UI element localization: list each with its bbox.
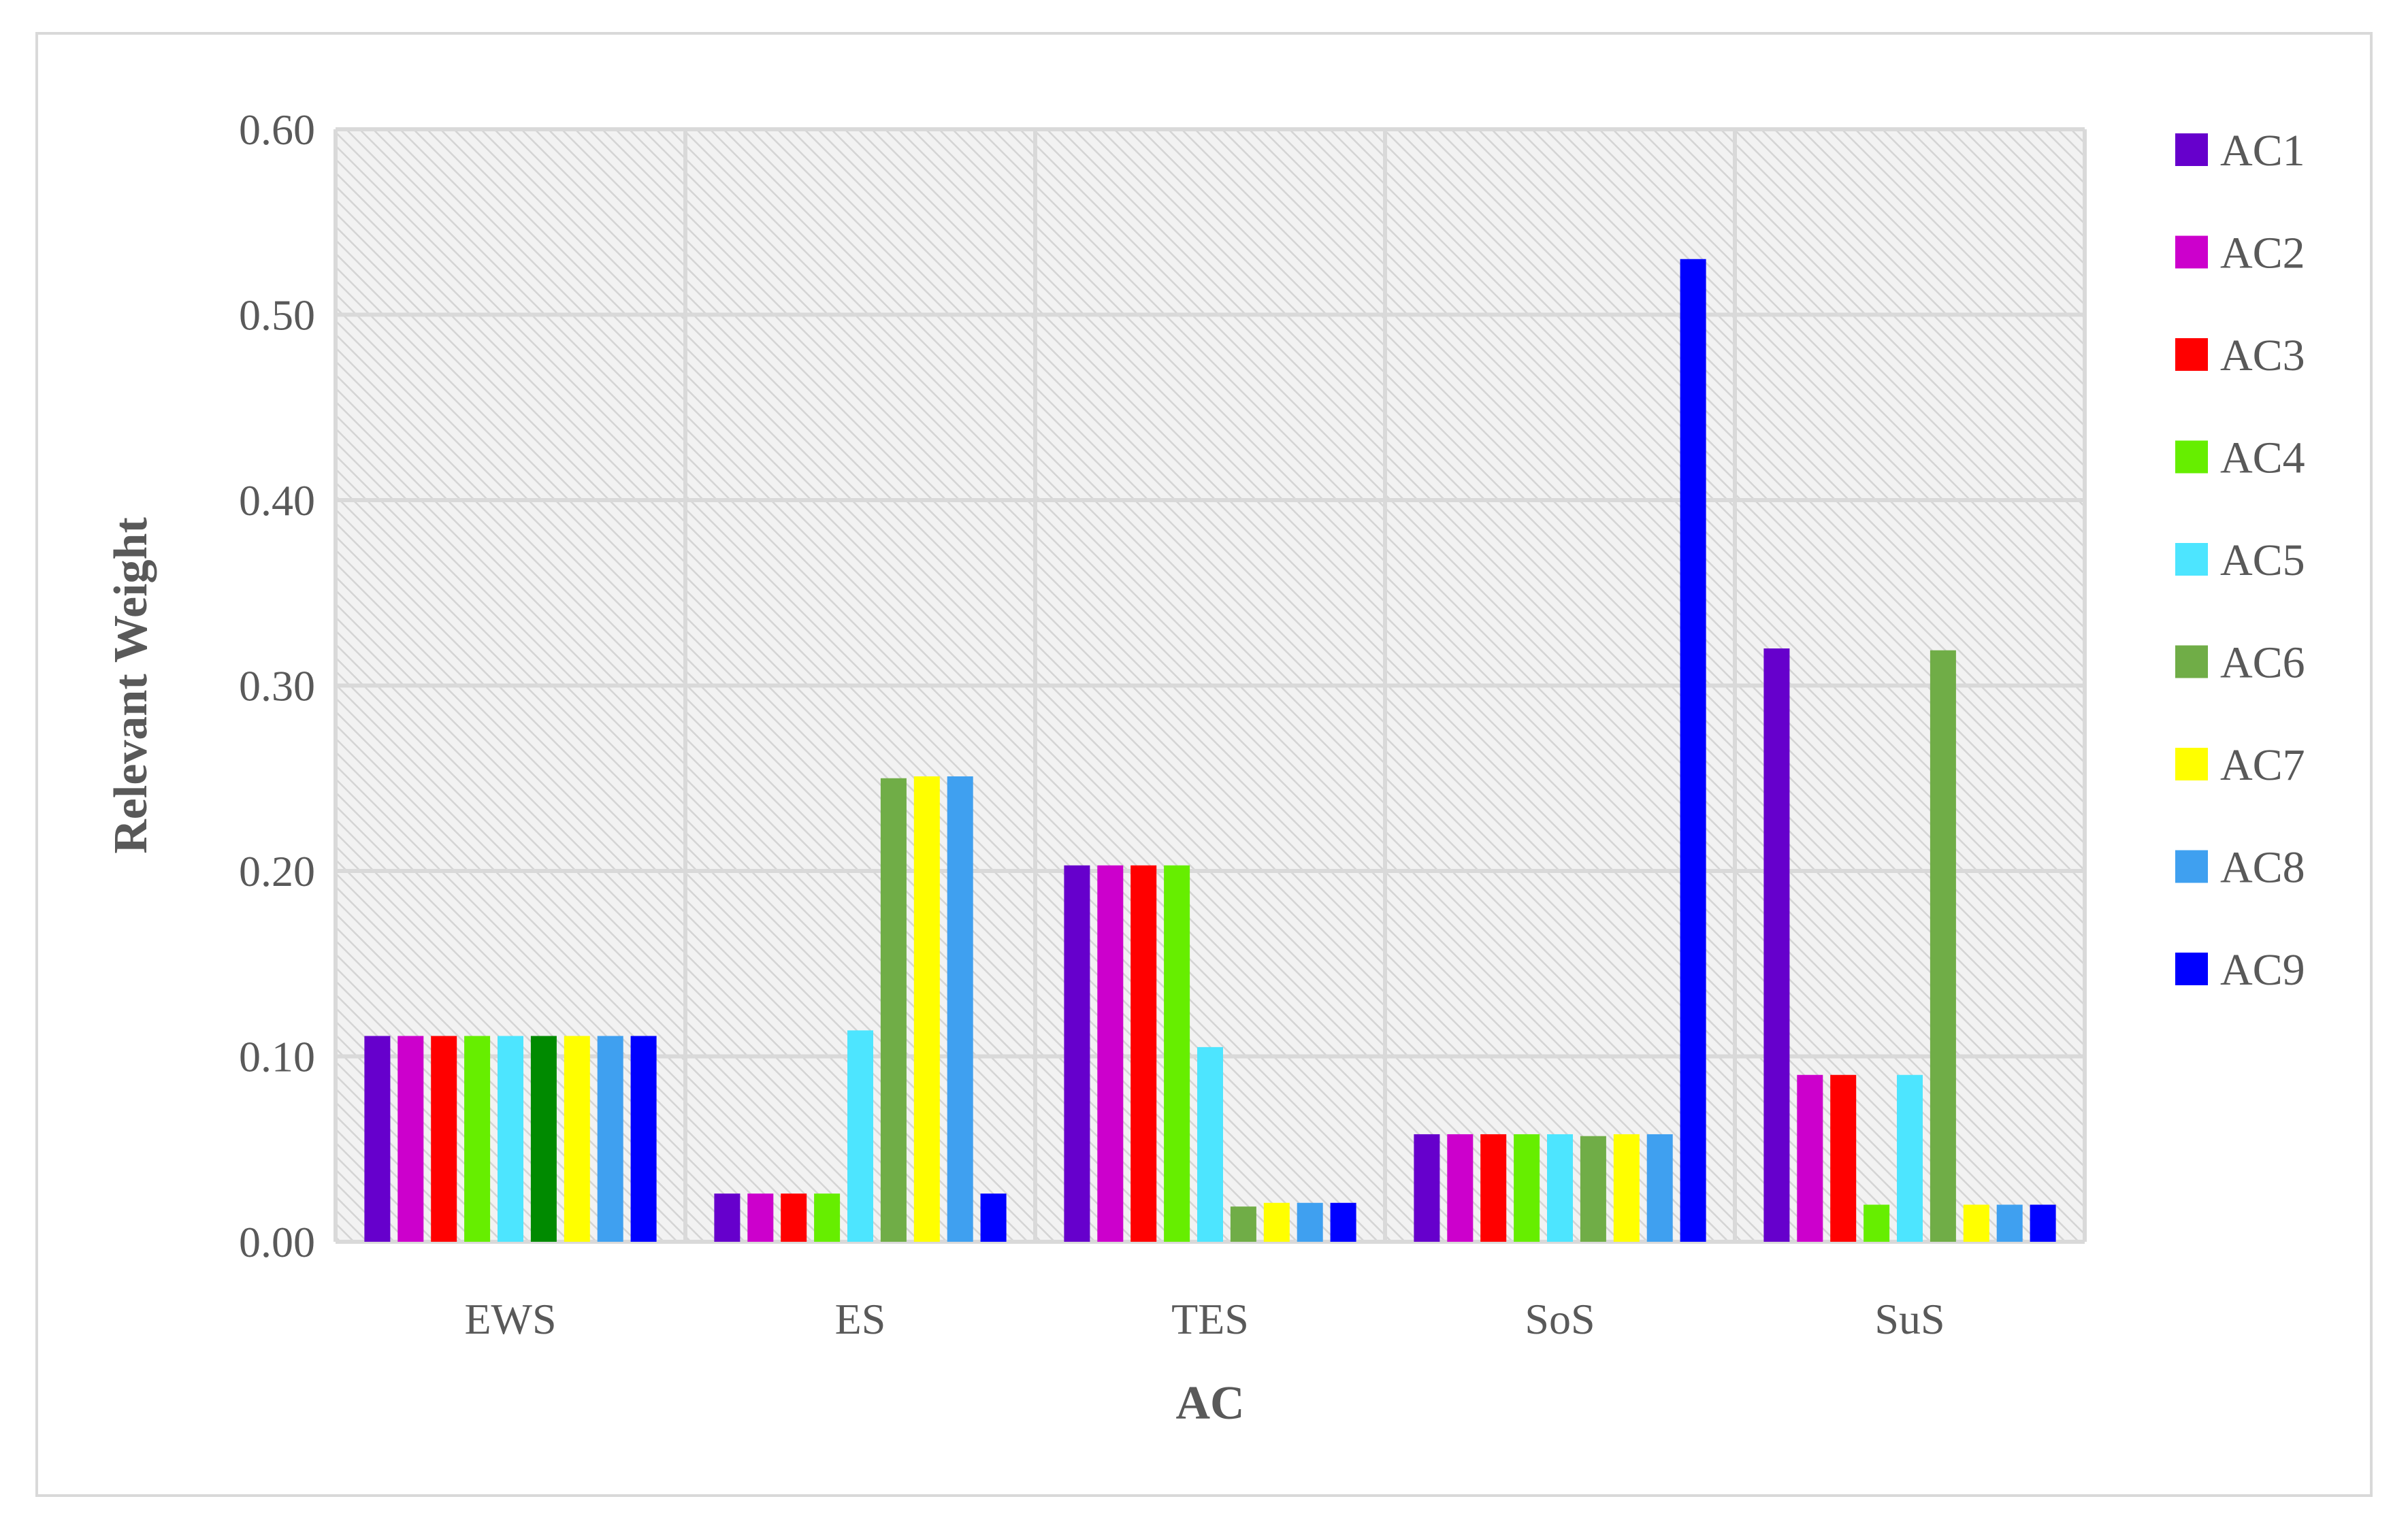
y-tick-label: 0.10 — [239, 1033, 315, 1081]
bar-ac6-tes — [1230, 1206, 1256, 1242]
bar-ac1-tes — [1064, 865, 1090, 1242]
bar-ac3-ews — [431, 1036, 457, 1242]
x-axis-title: AC — [1175, 1377, 1244, 1430]
bar-ac5-es — [847, 1030, 873, 1242]
bar-ac9-tes — [1330, 1202, 1356, 1242]
bar-ac6-es — [880, 778, 907, 1242]
bar-ac6-sus — [1930, 650, 1956, 1242]
x-tick-label: ES — [835, 1295, 886, 1343]
y-tick-label: 0.20 — [239, 847, 315, 895]
legend-swatch-ac3 — [2175, 338, 2208, 371]
bars — [364, 259, 2056, 1242]
legend-swatch-ac5 — [2175, 543, 2208, 576]
bar-ac7-sos — [1613, 1134, 1640, 1242]
bar-ac5-ews — [498, 1036, 523, 1242]
legend-label-ac5: AC5 — [2220, 535, 2305, 585]
x-tick-label: EWS — [464, 1295, 556, 1343]
bar-ac5-tes — [1197, 1046, 1223, 1242]
bar-ac3-es — [781, 1193, 807, 1242]
bar-ac9-sos — [1680, 259, 1706, 1242]
bar-ac6-ews — [530, 1036, 557, 1242]
legend-label-ac8: AC8 — [2220, 843, 2305, 893]
bar-ac3-sos — [1480, 1134, 1507, 1242]
y-axis-ticks: 0.00 0.10 0.20 0.30 0.40 0.50 0.60 — [239, 105, 315, 1266]
y-axis-title: Relevant Weight — [105, 517, 157, 854]
legend-swatch-ac7 — [2175, 748, 2208, 780]
legend-label-ac4: AC4 — [2220, 433, 2305, 483]
grid-lines — [333, 127, 2087, 1244]
bar-ac9-ews — [630, 1036, 657, 1242]
bar-ac1-ews — [364, 1036, 391, 1242]
legend-label-ac1: AC1 — [2220, 126, 2305, 176]
y-tick-label: 0.00 — [239, 1218, 315, 1266]
y-tick-label: 0.60 — [239, 105, 315, 154]
legend-label-ac2: AC2 — [2220, 229, 2305, 278]
legend-label-ac3: AC3 — [2220, 331, 2305, 380]
legend-swatch-ac4 — [2175, 440, 2208, 474]
bar-ac8-sus — [1996, 1204, 2023, 1242]
legend-label-ac9: AC9 — [2220, 945, 2305, 995]
x-tick-label: SoS — [1525, 1295, 1595, 1343]
bar-ac1-es — [714, 1193, 741, 1242]
bar-ac4-tes — [1164, 865, 1190, 1242]
bar-ac7-ews — [564, 1036, 590, 1242]
bar-ac3-sus — [1830, 1074, 1857, 1242]
bar-ac4-ews — [464, 1036, 491, 1242]
bar-ac4-sus — [1864, 1204, 1890, 1242]
x-tick-label: SuS — [1874, 1295, 1945, 1343]
bar-ac2-sos — [1447, 1134, 1474, 1242]
bar-ac2-es — [747, 1193, 774, 1242]
x-axis-ticks: EWS ES TES SoS SuS — [464, 1295, 1945, 1343]
y-tick-label: 0.40 — [239, 476, 315, 525]
legend-swatch-ac1 — [2175, 133, 2208, 166]
bar-ac9-sus — [2030, 1204, 2056, 1242]
bar-ac6-sos — [1580, 1136, 1606, 1242]
legend-swatch-ac6 — [2175, 645, 2208, 678]
bar-ac7-tes — [1263, 1202, 1290, 1242]
bar-ac8-ews — [597, 1036, 623, 1242]
bar-ac9-es — [980, 1193, 1007, 1242]
bar-ac4-es — [814, 1193, 841, 1242]
bar-ac8-tes — [1297, 1202, 1323, 1242]
bar-ac7-es — [913, 776, 940, 1242]
bar-ac3-tes — [1130, 865, 1157, 1242]
bar-ac2-sus — [1797, 1074, 1823, 1242]
bar-ac5-sos — [1547, 1134, 1573, 1242]
bar-ac2-tes — [1097, 865, 1124, 1242]
bar-ac8-es — [947, 776, 973, 1242]
y-tick-label: 0.50 — [239, 291, 315, 340]
x-tick-label: TES — [1171, 1295, 1249, 1343]
legend-label-ac7: AC7 — [2220, 740, 2305, 790]
bar-ac1-sos — [1414, 1134, 1440, 1242]
legend-label-ac6: AC6 — [2220, 638, 2305, 688]
legend-swatch-ac2 — [2175, 235, 2208, 269]
bar-ac4-sos — [1514, 1134, 1540, 1242]
legend-swatch-ac8 — [2175, 850, 2208, 883]
y-tick-label: 0.30 — [239, 662, 315, 710]
legend: AC1 AC2 AC3 AC4 AC5 AC6 AC7 AC8 AC9 — [2175, 126, 2305, 995]
bar-ac5-sus — [1897, 1074, 1923, 1242]
legend-swatch-ac9 — [2175, 953, 2208, 985]
bar-ac2-ews — [397, 1036, 424, 1242]
bar-ac1-sus — [1763, 648, 1790, 1242]
bar-ac7-sus — [1963, 1204, 1989, 1242]
bar-ac8-sos — [1646, 1134, 1673, 1242]
